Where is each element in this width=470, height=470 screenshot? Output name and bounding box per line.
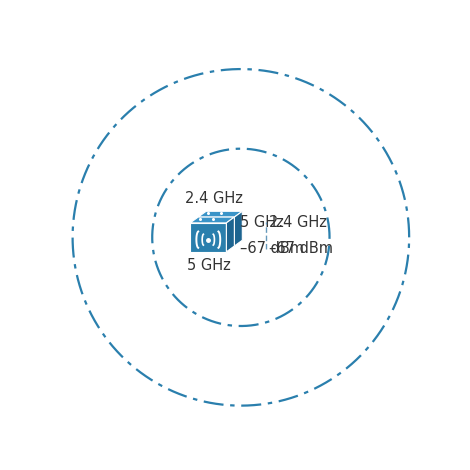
Text: –67 dBm: –67 dBm xyxy=(269,241,334,256)
Polygon shape xyxy=(235,212,243,246)
Polygon shape xyxy=(198,212,243,217)
Polygon shape xyxy=(190,217,235,223)
Text: 5 GHz: 5 GHz xyxy=(240,215,283,230)
Text: 2.4 GHz: 2.4 GHz xyxy=(269,215,327,230)
FancyBboxPatch shape xyxy=(198,217,235,246)
Text: 5 GHz: 5 GHz xyxy=(187,258,231,274)
Text: –67 dBm: –67 dBm xyxy=(240,241,304,256)
Text: 2.4 GHz: 2.4 GHz xyxy=(185,190,243,205)
FancyBboxPatch shape xyxy=(190,223,227,252)
Polygon shape xyxy=(227,217,235,252)
